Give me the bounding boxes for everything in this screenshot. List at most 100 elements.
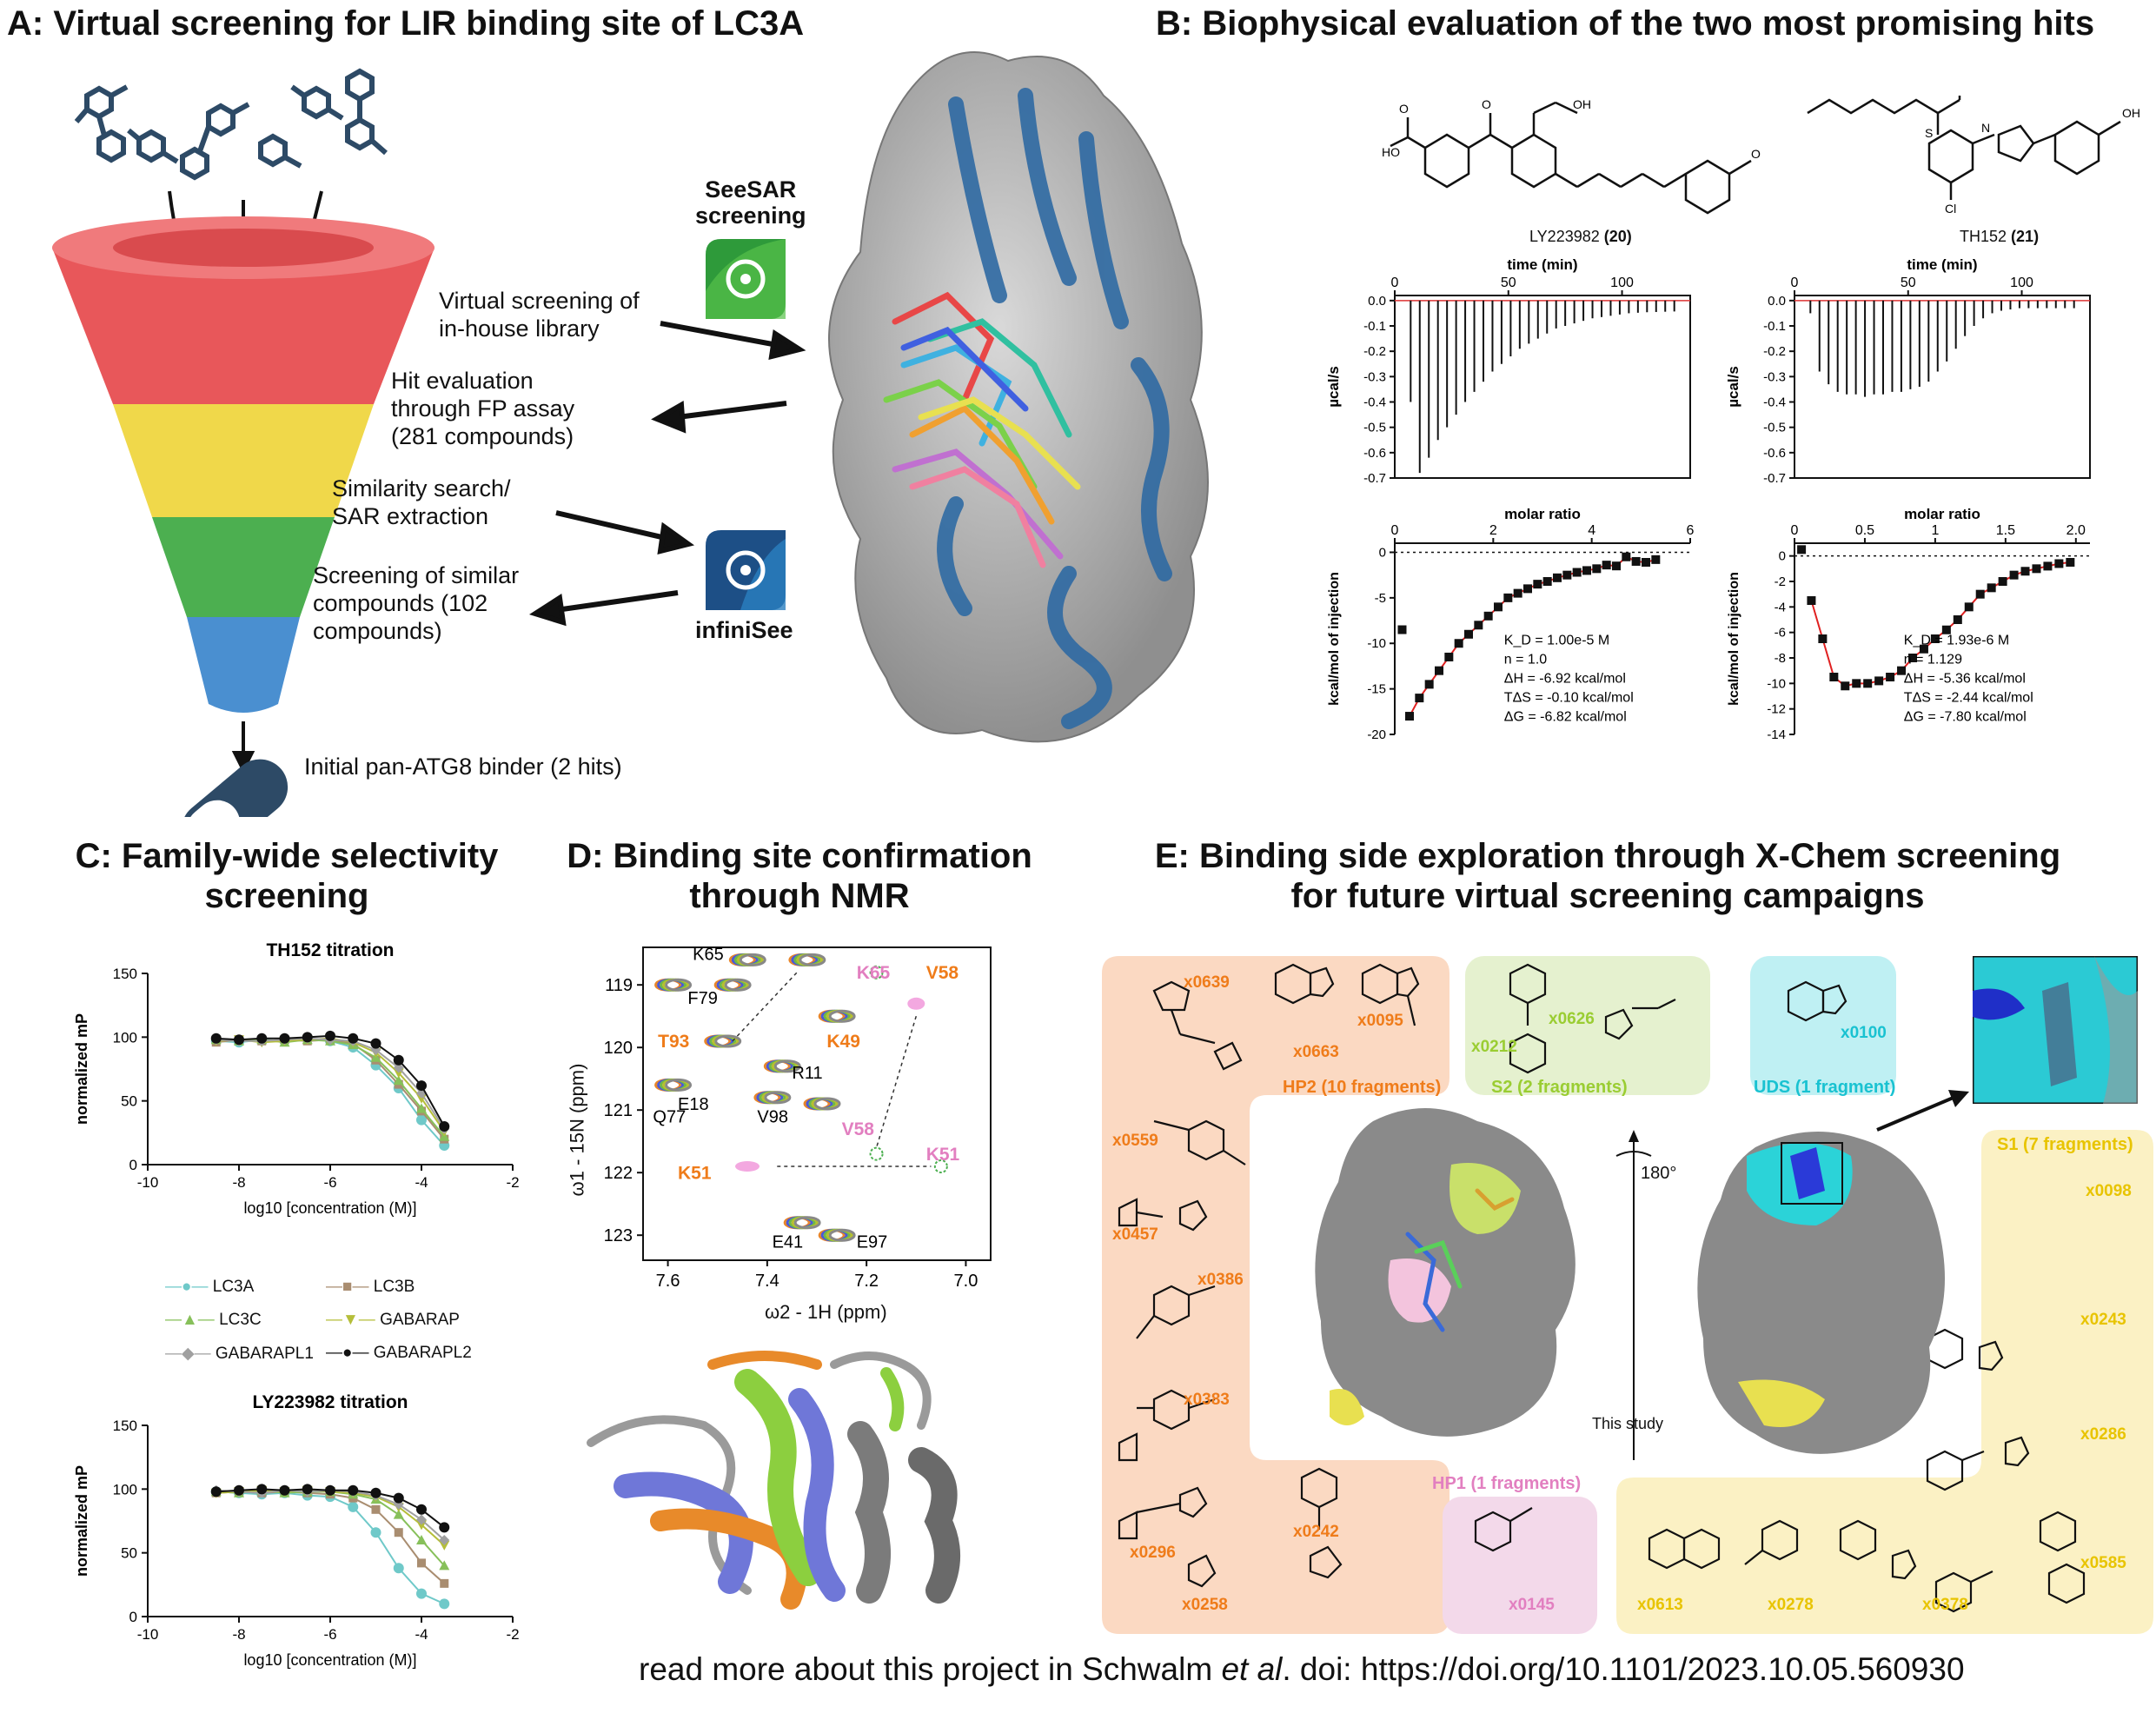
- x-tick-label: -4: [415, 1626, 428, 1643]
- legend-label: LC3A: [212, 1278, 255, 1296]
- frag-code-s2-1: x0626: [1549, 1010, 1595, 1028]
- y-tick-label: -4: [1775, 600, 1786, 614]
- y-tick-label: -0.6: [1363, 446, 1386, 461]
- x-tick-label: 0: [1391, 523, 1399, 538]
- panel-a-title: A: Virtual screening for LIR binding sit…: [7, 4, 805, 43]
- y-tick-label: -0.7: [1363, 471, 1386, 486]
- data-point: [1930, 634, 1940, 643]
- svg-text:OH: OH: [2122, 106, 2140, 120]
- footer-reference: read more about this project in Schwalm …: [639, 1651, 1965, 1688]
- data-point: [1435, 666, 1443, 675]
- y-tick-label: -10: [1767, 676, 1786, 691]
- data-point: [1464, 629, 1473, 639]
- hp2-region-box: [1102, 956, 1449, 1634]
- frag-code-s2-0: x0212: [1471, 1038, 1517, 1056]
- x-tick-label: 50: [1501, 276, 1516, 290]
- hsqc-peak: [714, 1034, 742, 1048]
- data-point: [1829, 673, 1839, 681]
- svg-text:O: O: [1482, 97, 1491, 111]
- legend-label: GABARAPL1: [215, 1345, 314, 1363]
- x-tick-label: 0: [1791, 276, 1799, 290]
- seesar-label: SeeSAR screening: [695, 176, 806, 229]
- y-axis-label: µcal/s: [1725, 366, 1741, 408]
- data-point: [2054, 559, 2064, 568]
- data-point: [439, 1535, 450, 1545]
- y-tick-label: -0.3: [1363, 369, 1386, 384]
- data-point: [393, 1492, 404, 1504]
- data-point: [302, 1032, 313, 1043]
- infinisee-icon: [706, 530, 786, 610]
- y-tick-label: 0: [1779, 549, 1786, 564]
- frag-code-s1-4: x0378: [1922, 1596, 1968, 1614]
- data-point: [393, 1062, 404, 1073]
- data-point: [2009, 570, 2019, 580]
- thermo-annotation: ΔG = -6.82 kcal/mol: [1504, 710, 1627, 725]
- data-point: [440, 1578, 449, 1588]
- data-point: [1852, 679, 1861, 688]
- y-tick-label: -0.3: [1763, 369, 1786, 384]
- data-point: [1572, 568, 1582, 577]
- data-point: [279, 1033, 290, 1044]
- data-point: [325, 1484, 335, 1496]
- hsqc-peak: [764, 1091, 792, 1105]
- frag-code-s1-2: x0286: [2080, 1425, 2126, 1444]
- data-point: [1454, 639, 1463, 648]
- nmr-x-axis-label: ω2 - 1H (ppm): [765, 1301, 887, 1323]
- residue-label-e97: E97: [857, 1233, 888, 1252]
- data-point: [416, 1080, 427, 1092]
- frag-code-hp2-8: x0242: [1293, 1523, 1339, 1541]
- data-point: [2043, 561, 2053, 571]
- shifted-peak-marker: [933, 1159, 948, 1173]
- legend-marker: —◆—: [165, 1345, 216, 1363]
- x-axis-label: log10 [concentration (M)]: [243, 1199, 416, 1217]
- data-point: [1553, 573, 1562, 582]
- residue-label-orange-k51: K51: [678, 1163, 712, 1183]
- y-tick-label: -0.6: [1763, 446, 1786, 461]
- x-axis-label: molar ratio: [1504, 508, 1581, 522]
- itc-isotherm-chart-th152: molar ratio kcal/mol of injection 0 0.5 1 1.5…: [1727, 508, 2090, 742]
- data-point: [1523, 584, 1532, 594]
- data-point: [1444, 652, 1454, 661]
- y-tick-label: 0: [129, 1609, 137, 1625]
- y-tick-label: -0.4: [1763, 395, 1786, 410]
- data-point: [348, 1484, 359, 1496]
- x-tick-label: -4: [415, 1174, 428, 1191]
- data-point: [1582, 566, 1591, 575]
- residue-label-e41: E41: [773, 1233, 804, 1252]
- y-tick-label: -5: [1375, 591, 1386, 606]
- frag-code-hp2-4: x0457: [1112, 1225, 1158, 1244]
- frag-code-hp1-0: x0145: [1509, 1596, 1555, 1614]
- data-point: [1562, 570, 1572, 580]
- panel-e-title: E: Binding side exploration through X-Ch…: [1154, 837, 2061, 915]
- residue-label-orange-v58: V58: [926, 963, 959, 983]
- y-tick-label: -0.5: [1763, 421, 1786, 435]
- shift-arrow: [732, 972, 798, 1042]
- x-tick-label: -6: [323, 1174, 336, 1191]
- step-similarity-search: Similarity search/ SAR extraction: [332, 475, 511, 529]
- series-line-gabarap: [216, 1037, 446, 1132]
- svg-text:OH: OH: [1964, 96, 1982, 98]
- y-tick-label: -0.4: [1363, 395, 1386, 410]
- data-point: [1602, 561, 1611, 570]
- hsqc-peak: [739, 953, 766, 966]
- step-virtual-screening: Virtual screening of in-house library: [439, 288, 640, 342]
- y-tick-label: 50: [121, 1545, 137, 1562]
- y-tick-label: 123: [604, 1226, 633, 1245]
- x-tick-label: 100: [2010, 276, 2033, 290]
- frag-code-hp2-1: x0663: [1293, 1043, 1339, 1061]
- legend-item-lc3b: —■— LC3B: [326, 1278, 415, 1297]
- data-point: [1941, 625, 1951, 634]
- frag-code-uds-0: x0100: [1841, 1024, 1887, 1042]
- itc-raw-chart-ly223982: time (min) µcal/s 0 50 100 0.0 -0.1 -0.2 -0.3 -0.…: [1325, 256, 1691, 486]
- legend-marker: —■—: [326, 1278, 374, 1296]
- chart-title: LY223982 titration: [253, 1392, 408, 1412]
- infinisee-label: infiniSee: [695, 617, 793, 643]
- data-point: [439, 1121, 450, 1132]
- residue-label-v98: V98: [757, 1108, 788, 1127]
- hsqc-peak: [813, 1097, 841, 1111]
- data-point: [2032, 564, 2041, 574]
- x-tick-label: 7.6: [656, 1272, 680, 1291]
- y-tick-label: -0.5: [1363, 421, 1386, 435]
- hsqc-peak: [828, 1228, 856, 1242]
- hsqc-peak: [724, 978, 752, 992]
